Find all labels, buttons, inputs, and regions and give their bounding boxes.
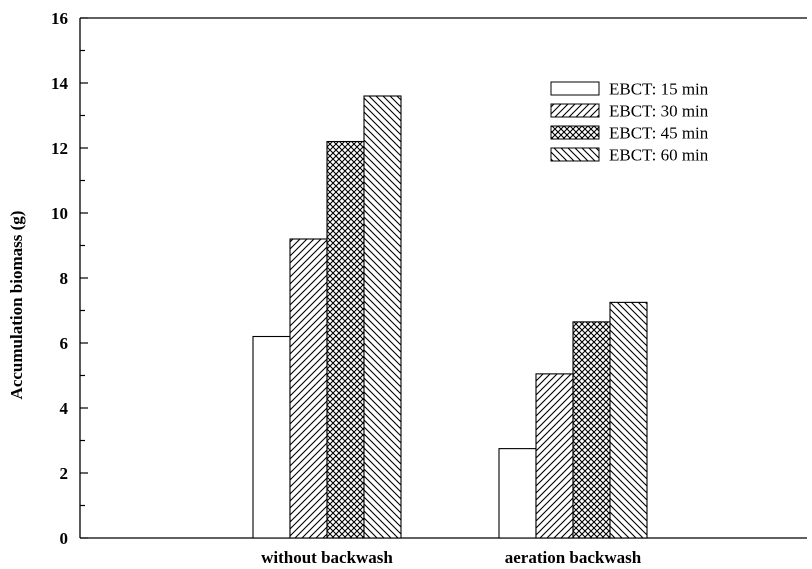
legend-swatch [550,81,600,96]
bar [535,373,574,539]
bar [498,448,537,539]
bar [609,301,648,539]
x-category-label: without backwash [261,548,393,567]
bar [363,95,402,539]
y-tick-label: 6 [60,334,69,353]
y-axis-title: Accumulation biomass (g) [7,211,26,400]
y-tick-label: 4 [60,399,69,418]
legend-swatch [550,147,600,162]
y-tick-label: 0 [60,529,69,548]
y-tick-label: 8 [60,269,69,288]
y-tick-label: 12 [51,139,68,158]
y-tick-label: 14 [51,74,69,93]
bar [326,140,365,539]
y-axis: 0 2 4 6 8 10 12 14 16 [51,9,88,548]
legend-entry-label: EBCT: 45 min [609,124,709,143]
legend-entry-label: EBCT: 15 min [609,80,709,99]
legend-swatch [550,125,600,140]
x-axis-labels: without backwash aeration backwash [261,548,642,567]
y-tick-label: 2 [60,464,69,483]
bar [572,321,611,539]
legend-entry-label: EBCT: 60 min [609,146,709,165]
legend-swatch [550,103,600,118]
bars [252,95,648,539]
y-tick-label: 10 [51,204,68,223]
x-category-label: aeration backwash [505,548,642,567]
bar [252,335,291,539]
y-tick-label: 16 [51,9,68,28]
bar [289,238,328,539]
legend: EBCT: 15 min EBCT: 30 min EBCT: 45 min EBCT… [550,80,709,165]
legend-entry-label: EBCT: 30 min [609,102,709,121]
